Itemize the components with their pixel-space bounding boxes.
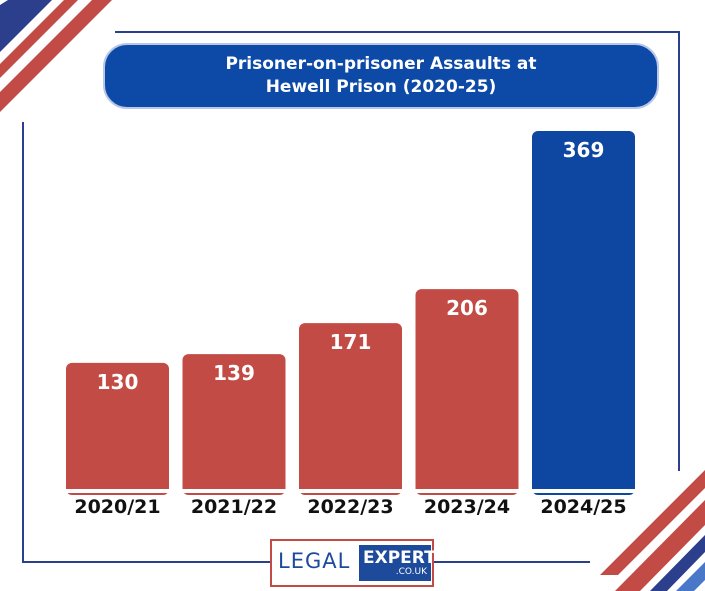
logo-domain-text: .CO.UK bbox=[395, 567, 427, 577]
bar-2024/25 bbox=[532, 131, 635, 495]
logo-expert-block: EXPERT .CO.UK bbox=[359, 545, 436, 581]
chart-title-line-2: Hewell Prison (2020-25) bbox=[265, 77, 497, 97]
x-tick-label-2024/25: 2024/25 bbox=[540, 496, 626, 518]
chart-title: Prisoner-on-prisoner Assaults at Hewell … bbox=[103, 43, 659, 109]
legal-expert-logo: LEGAL EXPERT .CO.UK bbox=[270, 539, 436, 587]
data-label-2020/21: 130 bbox=[97, 370, 139, 394]
bar-2022/23 bbox=[299, 323, 402, 495]
logo-expert-text: EXPERT bbox=[363, 548, 436, 568]
logo-legal-text: LEGAL bbox=[278, 549, 351, 573]
baseline-cover bbox=[60, 489, 640, 493]
x-tick-label-2021/22: 2021/22 bbox=[191, 496, 277, 518]
bar-2021/22 bbox=[182, 354, 286, 495]
frame-right-line bbox=[678, 31, 680, 471]
chart-title-line-1: Prisoner-on-prisoner Assaults at bbox=[225, 54, 537, 74]
x-tick-label-2022/23: 2022/23 bbox=[307, 496, 393, 518]
data-label-2023/24: 206 bbox=[446, 296, 488, 320]
data-label-2024/25: 369 bbox=[563, 138, 605, 162]
frame-top-line bbox=[115, 31, 680, 33]
x-tick-label-2023/24: 2023/24 bbox=[424, 496, 510, 518]
frame-left-line bbox=[22, 122, 24, 562]
bar-2020/21 bbox=[66, 362, 169, 495]
x-tick-label-2020/21: 2020/21 bbox=[74, 496, 160, 518]
data-label-2021/22: 139 bbox=[213, 361, 255, 385]
data-label-2022/23: 171 bbox=[330, 330, 372, 354]
bar-2023/24 bbox=[415, 289, 519, 495]
